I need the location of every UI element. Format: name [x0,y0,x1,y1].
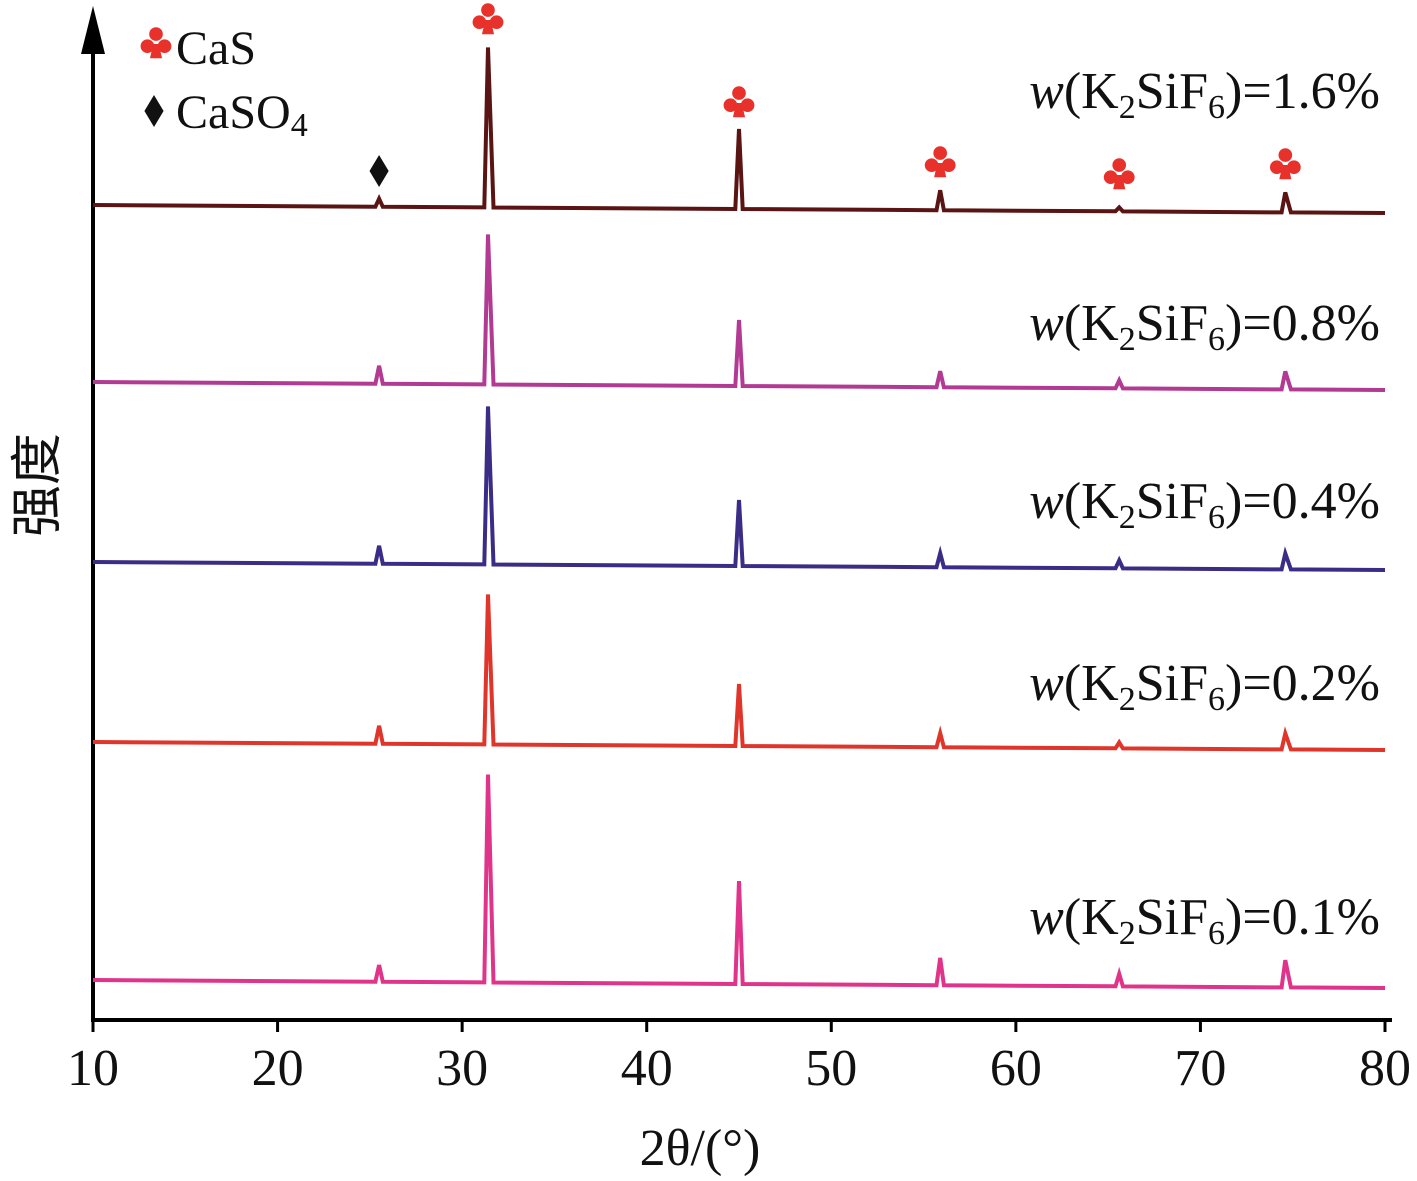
diamond-icon [369,155,389,187]
series-line [92,234,1386,392]
x-tick-label: 10 [67,1040,119,1097]
series-line [92,406,1386,572]
peak-markers [369,3,1301,190]
series-label: w(K2SiF6)=0.4% [1029,473,1380,536]
legend: CaS CaSO4 [140,22,308,144]
x-tick-label: 30 [436,1040,488,1097]
club-icon [140,27,172,59]
traces [92,47,1386,990]
x-tick-label: 20 [252,1040,304,1097]
series-label: w(K2SiF6)=0.2% [1029,655,1380,718]
x-ticks: 10 20 30 40 50 60 70 80 [67,1020,1411,1097]
axes [81,6,1392,1022]
legend-item-cas: CaS [140,22,256,75]
series-label: w(K2SiF6)=0.1% [1029,889,1380,952]
x-tick-label: 80 [1359,1040,1411,1097]
y-axis-arrow [81,6,105,54]
series-labels: w(K2SiF6)=1.6% w(K2SiF6)=0.8% w(K2SiF6)=0.… [1029,63,1380,952]
legend-label-cas: CaS [176,22,256,75]
club-icon [924,146,956,178]
x-axis-title: 2θ/(°) [640,1120,761,1177]
x-tick-label: 50 [805,1040,857,1097]
club-icon [1269,148,1301,180]
series-label: w(K2SiF6)=1.6% [1029,63,1380,126]
x-tick-label: 40 [621,1040,673,1097]
x-tick-label: 60 [990,1040,1042,1097]
x-tick-label: 70 [1174,1040,1226,1097]
club-icon [1103,158,1135,190]
series-line [92,774,1386,990]
diamond-icon [144,95,164,127]
legend-label-caso4: CaSO4 [176,86,308,144]
diamond-icon [144,95,164,127]
y-axis-title: 强度 [10,433,67,537]
legend-item-caso4: CaSO4 [144,86,308,144]
series-line [92,594,1386,752]
series-line [92,47,1386,215]
club-icon [140,27,172,59]
club-icon [472,3,504,35]
club-icon [723,86,755,118]
series-label: w(K2SiF6)=0.8% [1029,295,1380,358]
